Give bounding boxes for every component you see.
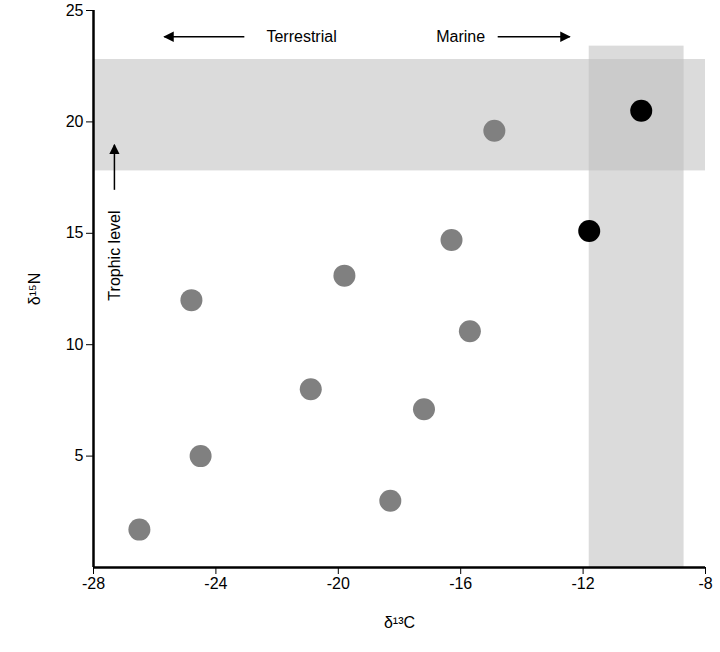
svg-text:15: 15 [66, 224, 84, 241]
svg-text:δ¹³C: δ¹³C [384, 614, 415, 631]
svg-text:Terrestrial: Terrestrial [266, 28, 336, 45]
svg-text:-16: -16 [449, 575, 472, 592]
svg-text:5: 5 [75, 447, 84, 464]
svg-text:Trophic level: Trophic level [106, 211, 123, 301]
svg-text:-20: -20 [327, 575, 350, 592]
svg-text:-8: -8 [698, 575, 712, 592]
svg-text:-12: -12 [572, 575, 595, 592]
svg-text:δ¹⁵N: δ¹⁵N [26, 273, 43, 305]
svg-text:Marine: Marine [436, 28, 485, 45]
svg-text:10: 10 [66, 336, 84, 353]
svg-text:-28: -28 [82, 575, 105, 592]
svg-text:25: 25 [66, 2, 84, 19]
svg-text:-24: -24 [204, 575, 227, 592]
svg-text:20: 20 [66, 113, 84, 130]
